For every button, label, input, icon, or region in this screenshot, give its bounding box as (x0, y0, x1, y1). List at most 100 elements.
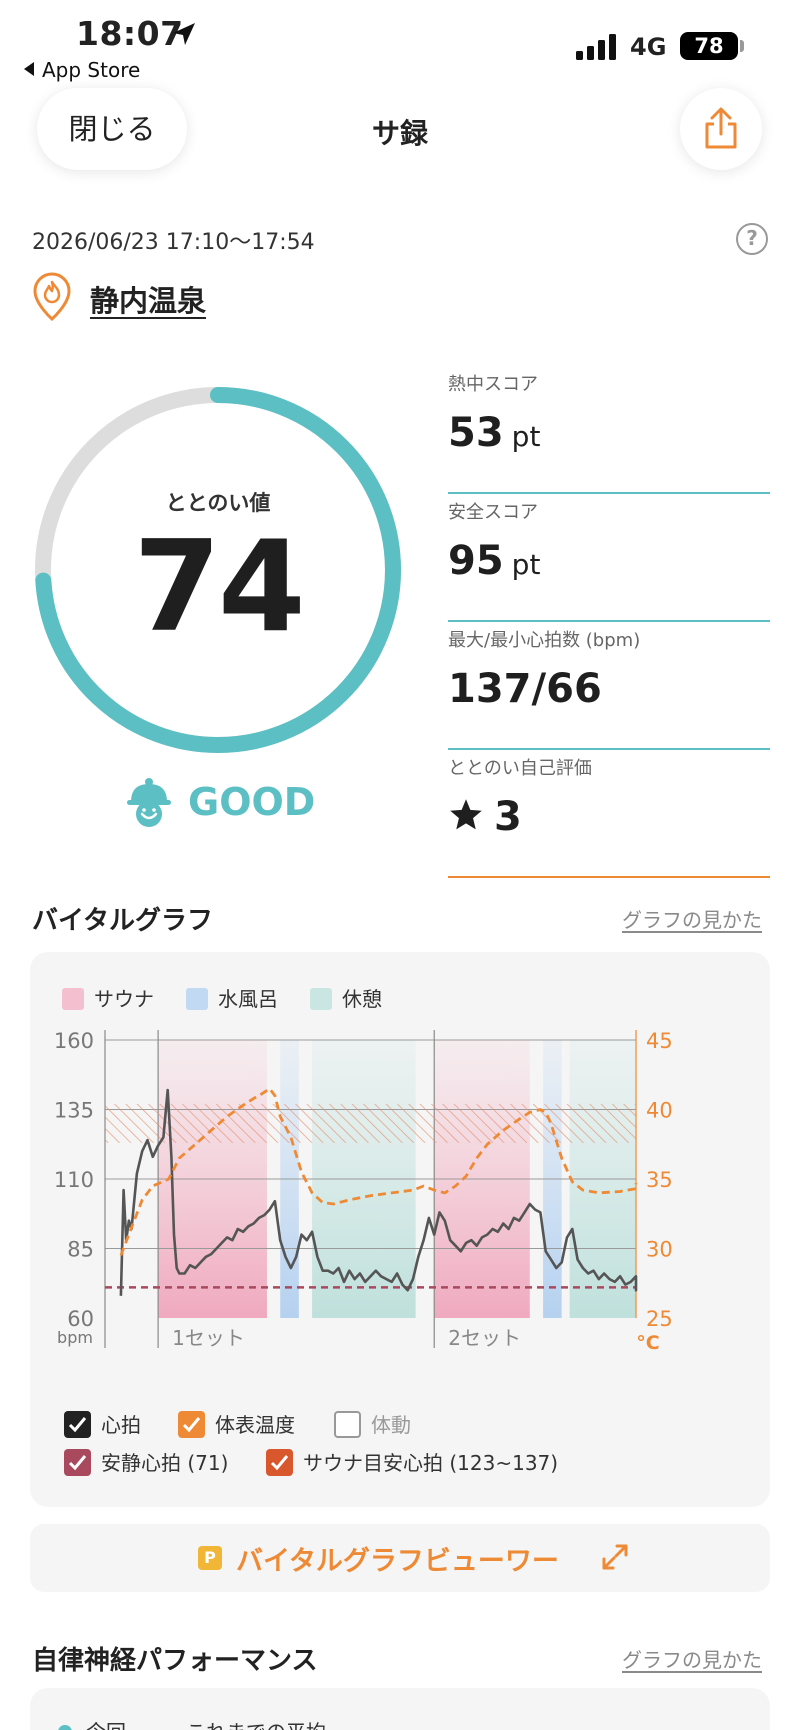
metric-number: 3 (494, 794, 522, 840)
y-left-tick: 135 (54, 1099, 94, 1123)
facility-name-link[interactable]: 静内温泉 (90, 284, 207, 318)
y-right-tick: 45 (646, 1029, 673, 1053)
back-to-app-store[interactable]: App Store (24, 58, 140, 82)
rest-swatch (310, 988, 332, 1010)
toggle-label: 体動 (371, 1413, 411, 1437)
totonoi-gauge (35, 387, 401, 753)
metric-value: 3 (448, 794, 522, 840)
autonomic-card (30, 1688, 770, 1730)
y-left-tick: 60 (67, 1307, 94, 1331)
checkbox-target-hr[interactable] (266, 1449, 293, 1476)
right-unit-label: °C (636, 1332, 659, 1354)
gauge-label: ととのい値 (165, 491, 271, 515)
metric-number: 95 (448, 538, 504, 584)
legend-average: これまでの平均 (186, 1720, 326, 1730)
metric-heart-rate: 最大/最小心拍数 (bpm) 137/66 (448, 626, 770, 750)
metric-label: 安全スコア (448, 502, 538, 523)
metric-safety-score: 安全スコア 95 pt (448, 498, 770, 622)
sauna-swatch (62, 988, 84, 1010)
current-dot-icon (58, 1725, 72, 1730)
star-icon (450, 799, 482, 830)
set-label: 2セット (448, 1326, 521, 1350)
y-right-tick: 30 (646, 1238, 673, 1262)
legend-cold-bath: 水風呂 (186, 986, 278, 1012)
check-icon (68, 1417, 87, 1433)
autonomic-legend: 今回 これまでの平均 (58, 1716, 326, 1730)
skin-temp-series (119, 1087, 638, 1256)
y-right-tick: 25 (646, 1307, 673, 1331)
toggle-label: 体表温度 (215, 1413, 295, 1437)
check-icon (270, 1455, 289, 1471)
checkbox-body-motion[interactable] (334, 1411, 361, 1438)
rating-label: GOOD (188, 780, 316, 824)
legend-sauna: サウナ (62, 986, 154, 1012)
back-app-label: App Store (42, 58, 141, 82)
toggle-body-motion[interactable]: 体動 (334, 1410, 411, 1440)
autonomic-title: 自律神経パフォーマンス (32, 1646, 318, 1676)
vital-graph-title: バイタルグラフ (32, 906, 213, 936)
close-button[interactable]: 閉じる (37, 88, 187, 170)
metric-unit: pt (511, 420, 541, 453)
metric-heat-score: 熱中スコア 53 pt (448, 370, 770, 494)
legend-label: 水風呂 (218, 987, 278, 1011)
premium-badge-icon: P (198, 1546, 222, 1570)
metric-value: 137/66 (448, 666, 602, 712)
help-icon[interactable]: ? (736, 223, 768, 255)
metric-label: 最大/最小心拍数 (bpm) (448, 630, 641, 651)
vital-graph-help-link[interactable]: グラフの見かた (622, 908, 762, 932)
toggle-skin-temp[interactable]: 体表温度 (178, 1410, 295, 1440)
gauge-progress-arc (35, 387, 401, 753)
check-icon (68, 1455, 87, 1471)
share-button[interactable] (680, 88, 762, 170)
checkbox-resting-hr[interactable] (64, 1449, 91, 1476)
toggle-label: 安静心拍 (71) (101, 1451, 229, 1475)
left-unit-label: bpm (57, 1328, 93, 1347)
vital-graph-viewer-button[interactable]: P バイタルグラフビューワー (30, 1524, 770, 1592)
mascot-icon (127, 778, 171, 827)
legend-label: 休憩 (342, 987, 382, 1011)
legend-label: サウナ (94, 987, 154, 1011)
toggle-label: サウナ目安心拍 (123~137) (303, 1451, 559, 1475)
check-icon (182, 1417, 201, 1433)
target-hr-band (105, 1103, 636, 1143)
metric-unit: pt (511, 548, 541, 581)
network-type: 4G (630, 33, 667, 61)
heart-rate-series (119, 1088, 638, 1296)
share-icon (705, 107, 737, 149)
legend-rest: 休憩 (310, 986, 382, 1012)
gauge-value: 74 (133, 513, 305, 660)
toggle-target-hr[interactable]: サウナ目安心拍 (123~137) (266, 1448, 558, 1478)
metric-number: 137/66 (448, 666, 602, 712)
vital-chart: 160 45 135 40 110 35 85 30 60 25 1セット 2セット bpm °C (54, 1029, 673, 1354)
y-left-tick: 110 (54, 1168, 94, 1192)
expand-icon (602, 1544, 628, 1570)
cold-bath-swatch (186, 988, 208, 1010)
location-arrow-icon (173, 23, 195, 45)
metric-label: ととのい自己評価 (448, 758, 592, 779)
metric-number: 53 (448, 410, 504, 456)
status-bar: 18:07 App Store 4G 78 (0, 0, 800, 84)
y-right-tick: 40 (646, 1099, 673, 1123)
y-left-tick: 85 (67, 1238, 94, 1262)
checkbox-skin-temp[interactable] (178, 1411, 205, 1438)
page-title: サ録 (371, 117, 428, 150)
metric-label: 熱中スコア (448, 374, 538, 395)
y-left-tick: 160 (54, 1029, 94, 1053)
toggle-label: 心拍 (101, 1413, 141, 1437)
checkbox-heart-rate[interactable] (64, 1411, 91, 1438)
legend-current: 今回 (86, 1720, 126, 1730)
sauna-facility-icon (33, 272, 71, 322)
metric-value: 53 pt (448, 410, 540, 456)
status-time: 18:07 (76, 14, 184, 53)
viewer-label: バイタルグラフビューワー (236, 1546, 559, 1577)
set-label: 1セット (172, 1326, 245, 1350)
toggle-resting-hr[interactable]: 安静心拍 (71) (64, 1448, 228, 1478)
metric-value: 95 pt (448, 538, 540, 584)
battery-icon: 78 (680, 32, 738, 60)
battery-cap (740, 40, 744, 52)
autonomic-help-link[interactable]: グラフの見かた (622, 1648, 762, 1672)
session-datetime: 2026/06/23 17:10～17:54 (32, 230, 315, 255)
toggle-heart-rate[interactable]: 心拍 (64, 1410, 141, 1440)
cellular-signal-icon (576, 34, 616, 60)
metric-self-rating[interactable]: ととのい自己評価 3 (448, 754, 770, 878)
